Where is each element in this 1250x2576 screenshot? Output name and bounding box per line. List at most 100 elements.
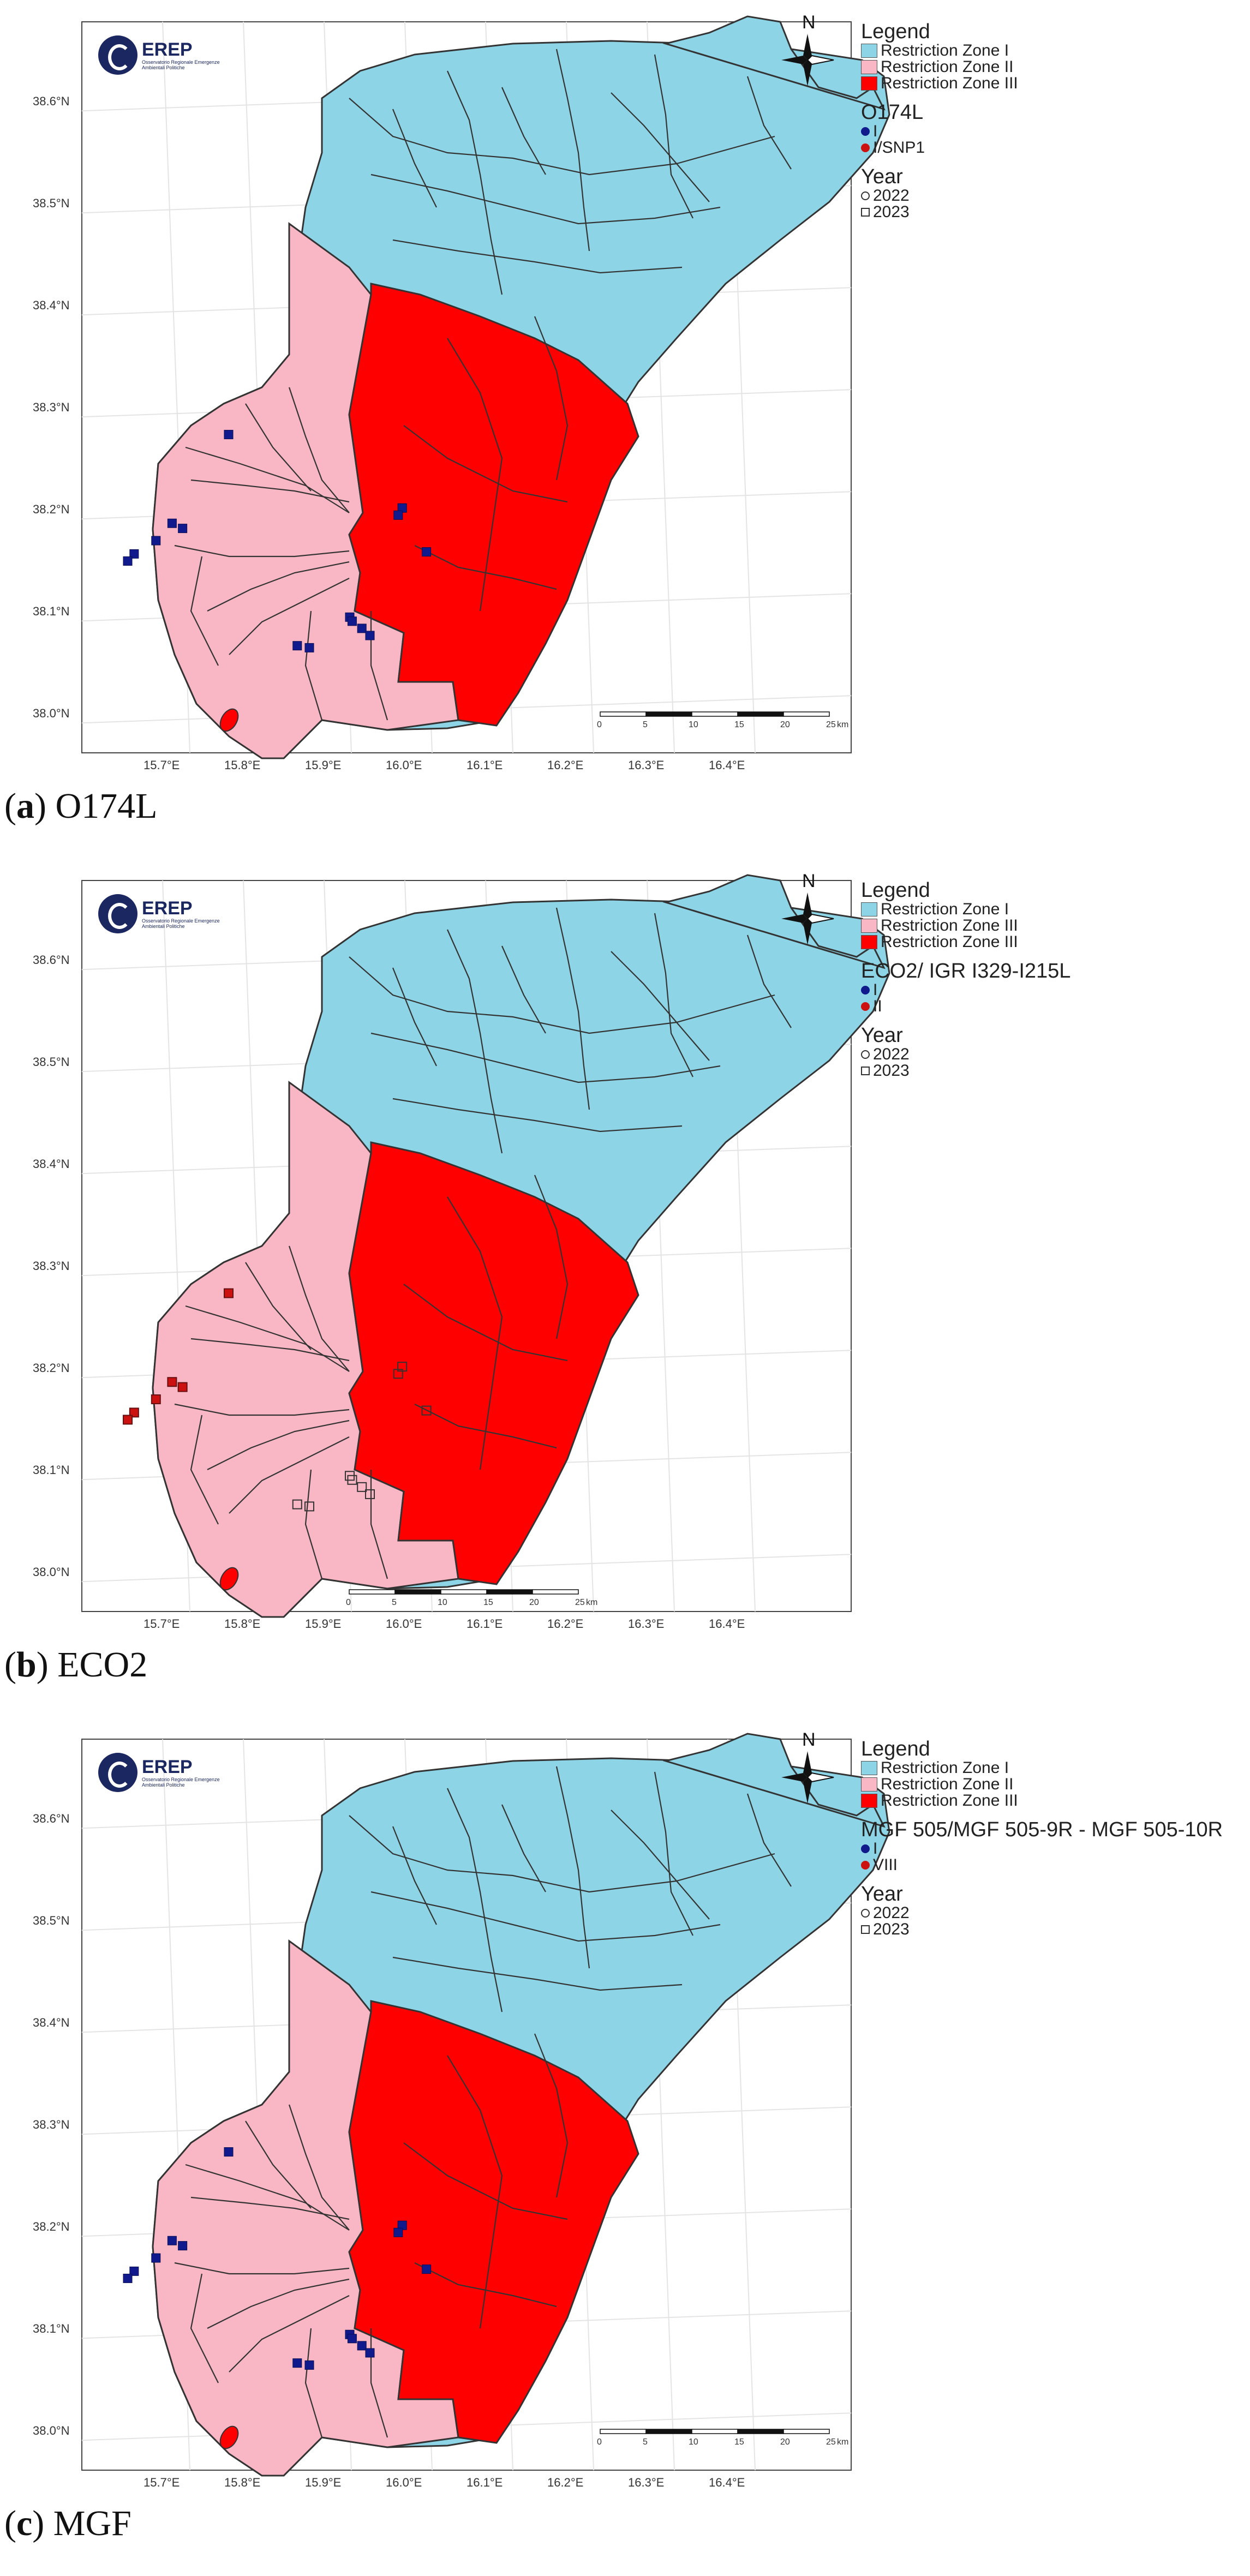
municipality-boundary <box>501 945 546 1034</box>
scale-bar: 0 5 10 15 20 25 km <box>597 711 848 729</box>
municipality-boundary <box>414 1404 557 1449</box>
map-content <box>152 874 890 1618</box>
municipality-boundary <box>403 1284 568 1362</box>
zone-label: Restriction Zone II <box>881 58 1014 76</box>
map-panel: 38.6°N 38.5°N 38.4°N 38.3°N 38.2°N 38.1°N 38.0… <box>0 859 1250 1717</box>
scale-bar-label: 0 <box>597 720 602 729</box>
zone-swatch <box>861 935 877 949</box>
zone-label: Restriction Zone III <box>881 933 1018 951</box>
sample-marker <box>365 1489 375 1499</box>
municipality-boundary <box>534 316 569 481</box>
sample-marker <box>365 2348 375 2358</box>
zone-label: Restriction Zone II <box>881 1775 1014 1793</box>
genotype-item: II <box>861 998 1070 1015</box>
municipality-boundary <box>611 951 710 1061</box>
map-panel: 38.6°N 38.5°N 38.4°N 38.3°N 38.2°N 38.1°N 38.0… <box>0 0 1250 859</box>
erep-logo-icon <box>98 35 137 75</box>
lon-tick-label: 15.8°E <box>224 2476 260 2489</box>
sample-marker <box>292 641 302 651</box>
circle-outline-icon <box>861 191 870 200</box>
map-panel: 38.6°N 38.5°N 38.4°N 38.3°N 38.2°N 38.1°N 38.0… <box>0 1717 1250 2576</box>
lon-tick-label: 16.0°E <box>386 2476 422 2489</box>
lon-tick-label: 16.0°E <box>386 1617 422 1631</box>
lon-tick-label: 16.2°E <box>547 1617 583 1631</box>
legend-title: Legend <box>861 20 930 43</box>
scale-bar-label: 5 <box>643 720 648 729</box>
genotype-label: I/SNP1 <box>873 139 925 157</box>
map-svg: 38.6°N 38.5°N 38.4°N 38.3°N 38.2°N 38.1°N 38.0… <box>33 1729 890 2489</box>
municipality-boundary <box>229 2295 350 2373</box>
year-label: 2022 <box>873 1045 910 1063</box>
sample-marker <box>393 1369 403 1379</box>
municipality-boundary <box>414 2262 557 2308</box>
sample-marker <box>357 2341 367 2351</box>
legend-title: Legend <box>861 1738 930 1760</box>
small-zone-3-spot <box>219 708 239 732</box>
genotype-label: I <box>873 981 878 999</box>
lat-tick-label: 38.0°N <box>33 706 70 720</box>
municipality-boundary <box>392 967 437 1067</box>
municipality-boundary <box>447 1196 503 1470</box>
genotype-item: VIII <box>861 1857 1223 1873</box>
municipality-boundary <box>207 1419 350 1470</box>
municipality-boundary <box>447 2055 503 2329</box>
erep-logo-icon <box>98 1753 137 1792</box>
year-item: 2023 <box>861 1063 1070 1079</box>
map-svg: 38.6°N 38.5°N 38.4°N 38.3°N 38.2°N 38.1°N 38.0… <box>33 12 890 772</box>
sample-marker <box>123 1415 133 1425</box>
sample-marker <box>167 518 177 528</box>
genotype-label: II <box>873 997 882 1015</box>
municipality-boundary <box>207 561 350 612</box>
panel-caption: (b) ECO2 <box>4 1645 148 1685</box>
zone-swatch <box>861 919 877 933</box>
municipality-boundary <box>370 2328 388 2438</box>
sample-marker <box>422 2265 432 2274</box>
municipality-boundary <box>288 1245 350 1372</box>
genotype-item: I <box>861 1841 1223 1857</box>
lon-tick-label: 15.8°E <box>224 1617 260 1631</box>
zone-swatch <box>861 1761 877 1775</box>
lat-tick-label: 38.2°N <box>33 2220 70 2233</box>
sample-marker <box>178 524 188 534</box>
panel-caption: (a) O174L <box>4 786 158 826</box>
municipality-boundary <box>534 2033 569 2198</box>
municipality-boundary <box>611 1810 710 1920</box>
zone-swatch <box>861 1794 877 1808</box>
municipality-boundary <box>185 2164 350 2231</box>
municipality-boundary <box>190 556 219 666</box>
sample-marker <box>167 1377 177 1387</box>
sample-marker <box>357 1482 367 1492</box>
municipality-boundary <box>446 70 503 295</box>
lat-tick-label: 38.1°N <box>33 1463 70 1477</box>
genotype-dot-icon <box>861 1844 870 1853</box>
lat-tick-label: 38.4°N <box>33 1157 70 1171</box>
lon-tick-label: 15.7°E <box>143 2476 180 2489</box>
municipality-boundary <box>403 2142 568 2220</box>
sample-marker <box>304 2360 314 2370</box>
municipality-boundary <box>501 1804 546 1892</box>
legend-title: Legend <box>861 879 930 902</box>
municipality-boundary <box>392 1826 437 1925</box>
genotype-dot-icon <box>861 986 870 995</box>
municipality-boundary <box>446 929 503 1154</box>
genotype-item: I/SNP1 <box>861 140 1018 156</box>
lat-tick-label: 38.1°N <box>33 604 70 618</box>
sample-marker <box>393 510 403 520</box>
sampling-markers <box>123 2147 432 2370</box>
genotype-title: MGF 505/MGF 505-9R - MGF 505-10R <box>861 1818 1223 1841</box>
north-arrow-icon: N <box>781 1729 834 1804</box>
lat-tick-label: 38.6°N <box>33 953 70 967</box>
logo-subtitle: Osservatorio Regionale Emergenze Ambient… <box>142 59 220 70</box>
lon-tick-label: 16.3°E <box>628 2476 664 2489</box>
municipality-boundary <box>447 338 503 612</box>
erep-logo: EREP Osservatorio Regionale Emergenze Am… <box>98 1753 224 1792</box>
lat-tick-label: 38.4°N <box>33 298 70 312</box>
sample-marker <box>224 1288 234 1298</box>
lat-tick-label: 38.2°N <box>33 1361 70 1375</box>
scale-bar-label: 5 <box>643 2437 648 2447</box>
sample-marker <box>224 430 234 440</box>
municipality-boundary <box>229 1436 350 1514</box>
lon-tick-label: 16.2°E <box>547 758 583 772</box>
logo-title: EREP <box>142 1757 193 1777</box>
caption-text: MGF <box>53 2503 131 2543</box>
